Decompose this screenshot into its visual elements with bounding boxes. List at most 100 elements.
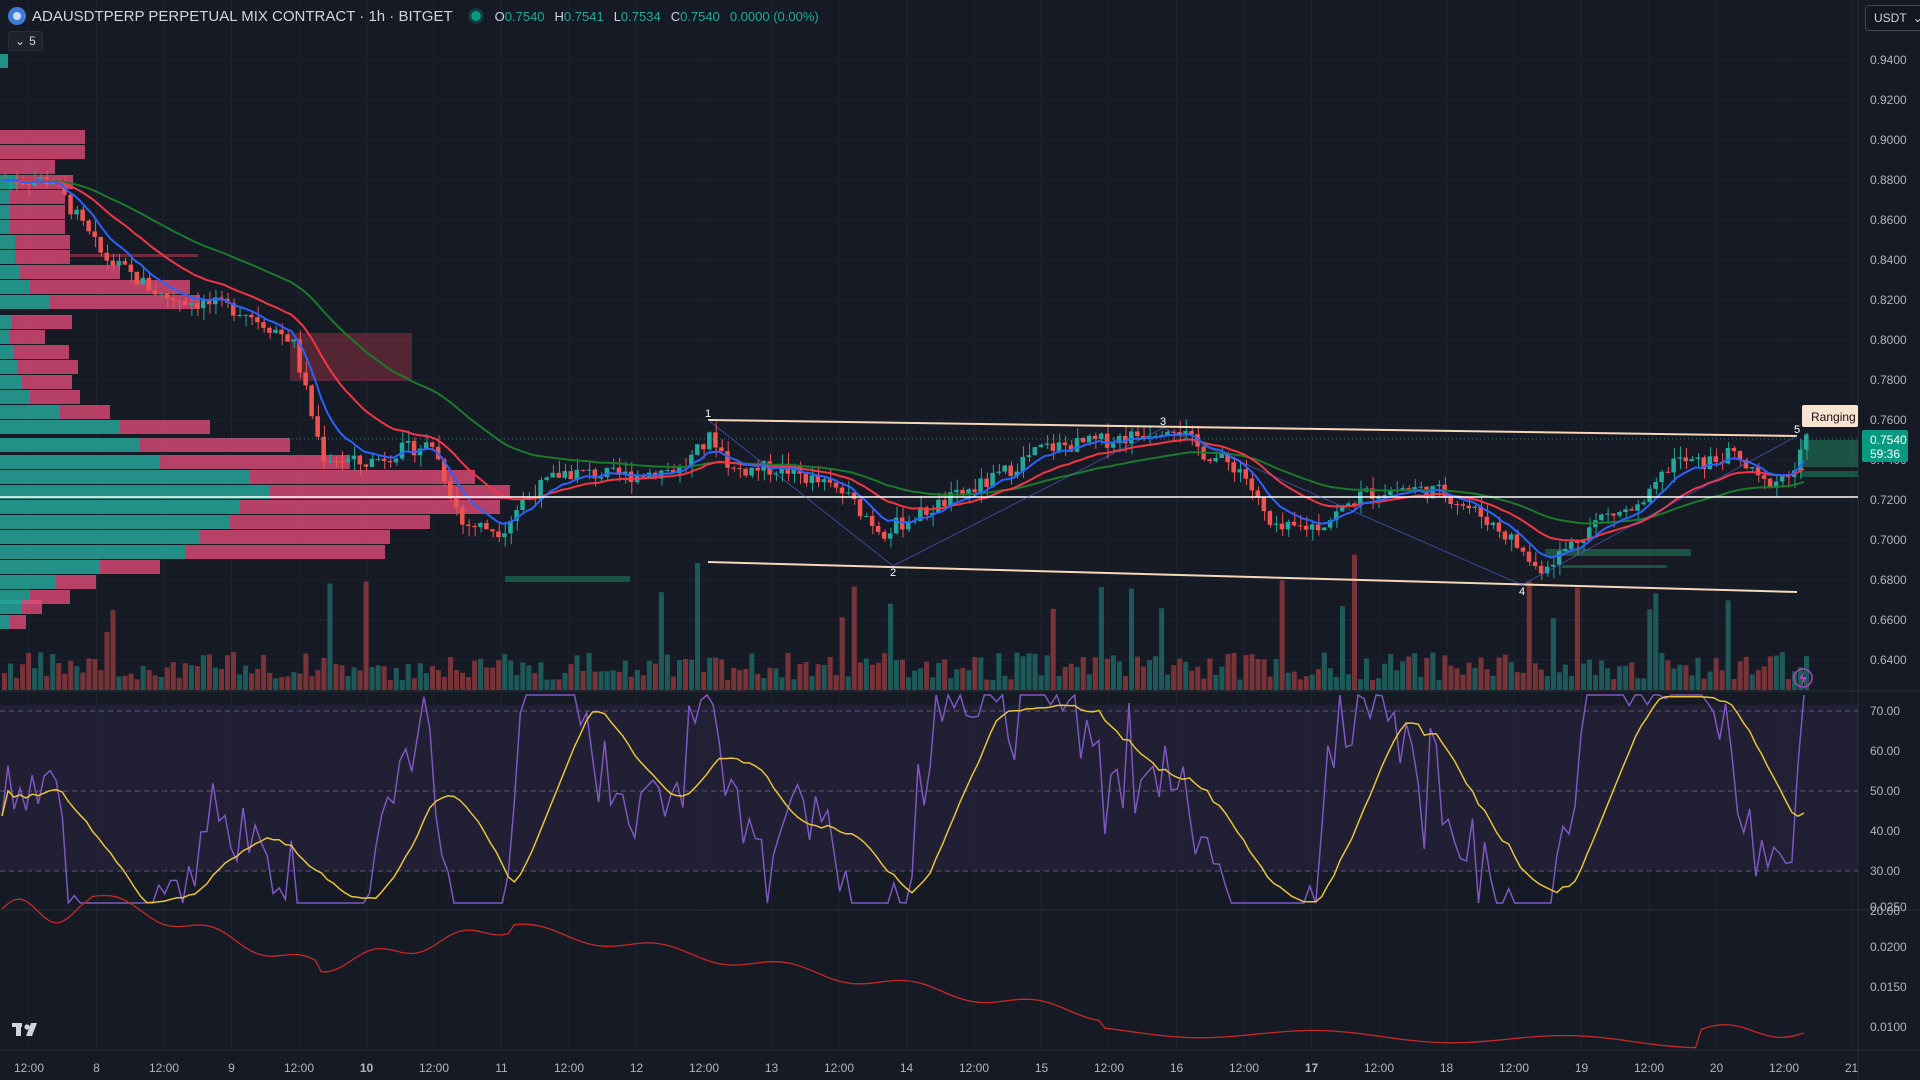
volume-bar (1104, 658, 1110, 690)
candle-body (297, 339, 302, 373)
time-label: 12:00 (14, 1061, 44, 1075)
volume-bar (1358, 679, 1364, 690)
candle-body (164, 293, 170, 299)
supply-zone (290, 333, 412, 381)
volume-bar (1611, 679, 1617, 690)
candle-body (134, 271, 140, 285)
volume-bar (303, 653, 309, 690)
symbol-title[interactable]: ADAUSDTPERP PERPETUAL MIX CONTRACT · 1h … (32, 7, 453, 25)
candle-body (839, 487, 845, 494)
volume-bar (683, 658, 689, 690)
candle-body (447, 481, 453, 499)
time-label: 20 (1710, 1061, 1724, 1075)
volume-profile-sell (250, 470, 475, 484)
candle-body (345, 459, 351, 462)
indicators-toggle-button[interactable]: ⌄ 5 (8, 31, 43, 51)
volume-profile-sell (120, 420, 210, 434)
volume-bar (1249, 654, 1255, 690)
volume-bar (279, 677, 285, 690)
volume-profile-buy (0, 235, 15, 249)
candle-body (960, 489, 965, 495)
volume-bar (984, 679, 990, 690)
candle-body (689, 454, 694, 468)
volume-bar (1370, 679, 1376, 690)
candle-body (1556, 551, 1562, 565)
candle-body (1701, 457, 1707, 470)
volume-bar (1327, 668, 1333, 690)
pattern-point-label: 2 (890, 567, 896, 579)
candle-body (441, 459, 447, 482)
time-label: 19 (1575, 1061, 1589, 1075)
volume-profile-buy (0, 175, 18, 189)
candle-body (1309, 524, 1315, 530)
volume-bar (429, 666, 435, 690)
ohlc-open: O0.7540 (494, 8, 545, 24)
candle-body (38, 177, 43, 181)
volume-bar (972, 657, 978, 690)
volume-profile-sell (50, 295, 200, 309)
volume-bar (1785, 679, 1791, 690)
volume-bar (152, 675, 158, 690)
volume-bar (640, 675, 646, 690)
volume-bar (1695, 657, 1701, 690)
candle-body (152, 290, 158, 295)
price-tick: 0.8000 (1870, 333, 1907, 347)
candle-body (279, 329, 284, 335)
candle-body (1020, 456, 1026, 472)
volume-profile-sell (240, 500, 500, 514)
pattern-point-label: 5 (1794, 424, 1800, 436)
candle-body (333, 461, 338, 463)
volume-bar (526, 665, 532, 690)
price-tick: 0.7600 (1870, 413, 1907, 427)
volume-bar (1267, 676, 1273, 690)
currency-select[interactable]: USDT ⌄ (1865, 5, 1920, 31)
volume-bar (484, 667, 490, 690)
volume-bar (568, 664, 574, 690)
volume-profile-buy (0, 530, 200, 544)
price-tick: 0.7200 (1870, 493, 1907, 507)
volume-bar (1617, 666, 1623, 690)
volume-bar (1484, 669, 1490, 690)
candle-body (1574, 541, 1580, 543)
time-label: 12:00 (1094, 1061, 1124, 1075)
candle-body (1725, 447, 1731, 464)
candle-body (303, 372, 308, 386)
volume-bar (1713, 658, 1719, 690)
volume-profile-buy (0, 295, 50, 309)
volume-bar (1092, 657, 1098, 690)
candle-body (568, 471, 574, 480)
candle-body (1056, 442, 1062, 451)
volume-profile-buy (0, 205, 10, 219)
volume-profile-sell (60, 405, 110, 419)
price-tick: 0.8800 (1870, 173, 1907, 187)
tradingview-logo[interactable] (12, 1020, 46, 1040)
volume-bar (80, 672, 86, 690)
volume-bar (1466, 662, 1472, 690)
rsi-tick: 70.00 (1870, 704, 1900, 718)
candle-body (1713, 456, 1719, 462)
volume-bar (580, 670, 586, 690)
rsi-band (0, 705, 1858, 871)
candle-body (1508, 534, 1514, 540)
candle-body (1159, 434, 1164, 436)
volume-bar (345, 676, 351, 690)
volume-bar (1574, 587, 1580, 690)
volume-bar (520, 662, 526, 690)
volume-bar (1514, 672, 1520, 690)
candle-body (291, 339, 296, 342)
candle-body (743, 468, 748, 476)
volume-bar (1231, 652, 1237, 690)
volume-bar (508, 660, 514, 690)
volume-bar (1376, 678, 1382, 690)
volume-bar (755, 673, 761, 690)
candle-body (339, 461, 345, 463)
volume-bar (1032, 653, 1038, 690)
volume-bar (658, 592, 664, 690)
lightning-icon[interactable] (1793, 668, 1813, 688)
candle-body (1605, 513, 1610, 515)
candle-body (466, 524, 471, 527)
candle-body (1484, 516, 1490, 526)
candle-body (1466, 505, 1472, 509)
